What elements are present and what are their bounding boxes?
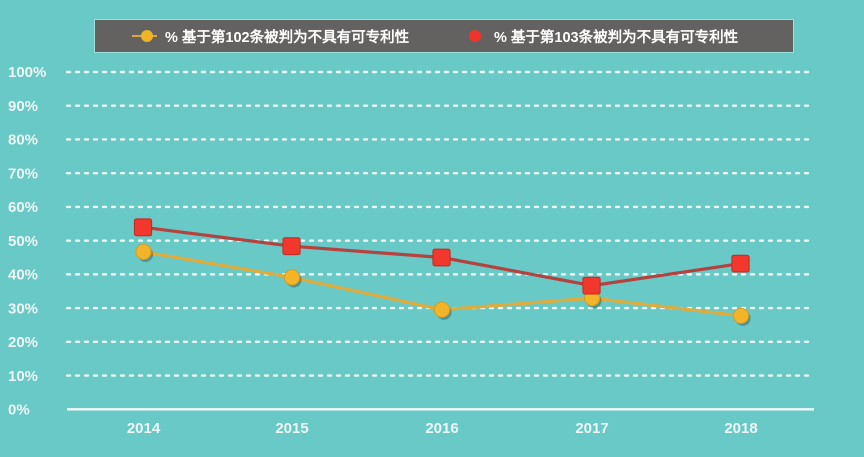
svg-text:20%: 20% xyxy=(8,334,38,351)
svg-text:10%: 10% xyxy=(8,368,38,385)
svg-text:80%: 80% xyxy=(8,132,38,149)
svg-text:60%: 60% xyxy=(8,199,38,216)
svg-text:2014: 2014 xyxy=(127,420,161,437)
svg-text:2015: 2015 xyxy=(275,420,308,437)
svg-text:100%: 100% xyxy=(8,64,46,81)
svg-text:2018: 2018 xyxy=(724,420,757,437)
svg-text:2017: 2017 xyxy=(575,420,608,437)
svg-text:40%: 40% xyxy=(8,267,38,284)
svg-text:50%: 50% xyxy=(8,233,38,250)
svg-text:2016: 2016 xyxy=(425,420,458,437)
svg-text:90%: 90% xyxy=(8,98,38,115)
svg-text:30%: 30% xyxy=(8,300,38,317)
svg-text:0%: 0% xyxy=(8,402,30,419)
svg-text:70%: 70% xyxy=(8,165,38,182)
